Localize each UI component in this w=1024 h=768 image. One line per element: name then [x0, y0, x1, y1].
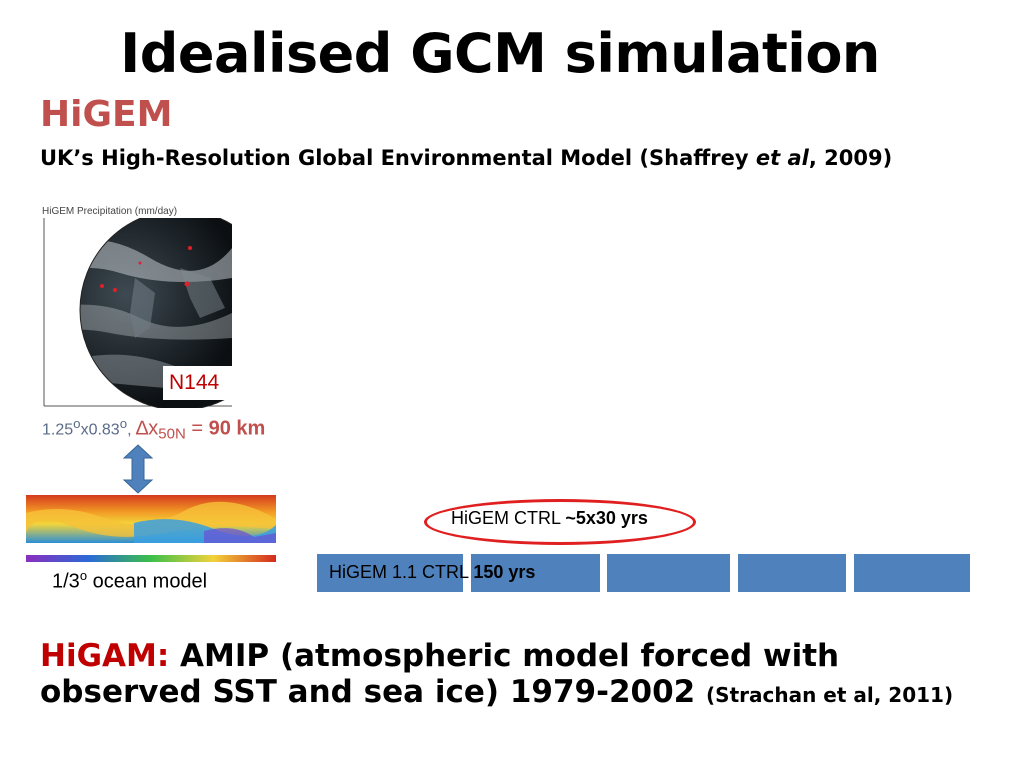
degree-sup-1: o — [73, 416, 81, 431]
res-equals: = — [185, 417, 209, 440]
timeline-bar-1 — [317, 554, 463, 592]
slide-subtitle: HiGEM — [40, 94, 173, 135]
control-run-label: HiGEM 1.1 CTRL 150 yrs — [329, 562, 535, 583]
globe-caption: HiGEM Precipitation (mm/day) — [42, 206, 178, 217]
ctrl-run-length: ~5x30 yrs — [565, 508, 648, 528]
precipitation-globe-image — [43, 218, 232, 408]
ctrl-run-label: HiGEM CTRL ~5x30 yrs — [451, 508, 648, 529]
degree-sup-2: o — [119, 416, 128, 431]
higam-description: HiGAM: AMIP (atmospheric model forced wi… — [40, 638, 990, 713]
timeline-bar-3 — [607, 554, 730, 592]
ctrl-run-name: HiGEM CTRL — [451, 508, 566, 528]
higam-label: HiGAM: — [40, 638, 170, 674]
delta-x: ∆x — [136, 417, 159, 440]
ocean-model-label: 1/3o ocean model — [42, 562, 244, 593]
description-text: UK’s High-Resolution Global Environmenta… — [40, 146, 756, 170]
timeline-bar-5 — [854, 554, 970, 592]
ocean-model-image — [26, 495, 276, 562]
higam-text: AMIP (atmospheric model forced with obse… — [40, 638, 840, 710]
grid-lat: x0.83 — [80, 421, 120, 439]
control-run-length: 150 yrs — [473, 562, 536, 582]
control-run-name: HiGEM 1.1 CTRL — [329, 562, 474, 582]
res-comma: , — [127, 421, 137, 439]
double-arrow-icon — [122, 444, 154, 494]
timeline-bar-4 — [738, 554, 846, 592]
timeline-bar-2 — [471, 554, 600, 592]
description-year: , 2009) — [808, 146, 893, 170]
grid-lon: 1.25 — [42, 421, 74, 439]
higam-citation: (Strachan et al, 2011) — [706, 683, 954, 707]
slide-title: Idealised GCM simulation — [120, 22, 880, 85]
ocean-degree-sup: o — [79, 568, 88, 583]
description-italic: et al — [755, 146, 809, 170]
delta-sub: 50N — [158, 425, 186, 443]
resolution-line: 1.25ox0.83o, ∆x50N = 90 km — [42, 416, 265, 443]
model-description: UK’s High-Resolution Global Environmenta… — [40, 146, 892, 170]
ocean-fraction: 1/3 — [52, 570, 80, 593]
res-value: 90 km — [208, 417, 266, 440]
ocean-label-text: ocean model — [87, 570, 208, 593]
resolution-label: N144 — [163, 366, 233, 400]
ctrl-highlight-oval — [424, 499, 696, 545]
